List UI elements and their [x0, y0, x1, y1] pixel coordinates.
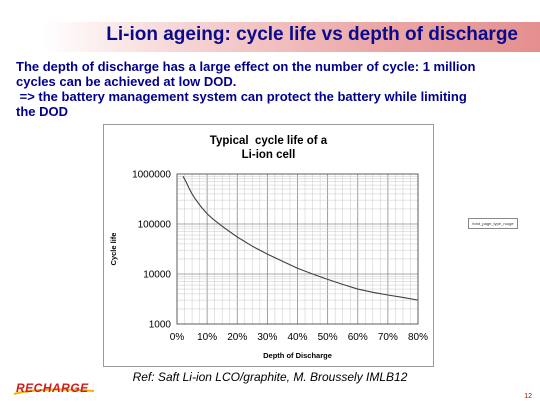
intro-line: The depth of discharge has a large effec…	[16, 59, 476, 74]
y-tick-label: 1000000	[132, 170, 171, 181]
title-band	[0, 22, 540, 52]
x-axis-label: Depth of Discharge	[263, 351, 332, 360]
cycle-life-chart: 0% 10% 20% 30% 40% 50% 60% 70% 80% 1000 10000 10000…	[109, 170, 428, 361]
series-line	[182, 176, 419, 301]
x-tick-label: 20%	[227, 332, 247, 343]
y-tick-label: 10000	[143, 270, 171, 281]
chart-title-line: Li-ion cell	[241, 149, 296, 161]
intro-line: the DOD	[16, 104, 68, 119]
y-tick-label: 1000	[149, 320, 172, 331]
x-tick-label: 60%	[348, 332, 368, 343]
intro-line: => the battery management system can pro…	[16, 89, 467, 104]
x-tick-label: 0%	[170, 332, 185, 343]
page-number: 12	[524, 393, 532, 400]
intro-text: The depth of discharge has a large effec…	[16, 59, 521, 119]
x-tick-label: 30%	[257, 332, 277, 343]
side-tag: fond_page_type_rouge	[468, 218, 518, 229]
x-tick-label: 50%	[318, 332, 338, 343]
slide-title: Li-ion ageing: cycle life vs depth of di…	[106, 24, 518, 45]
y-axis-label: Cycle life	[109, 233, 118, 266]
chart-frame: Typical cycle life of a Li-ion cell 0% 10…	[103, 124, 434, 367]
chart-title-line: Typical cycle life of a	[209, 135, 328, 147]
x-tick-label: 40%	[287, 332, 307, 343]
recharge-logo-swoosh	[13, 388, 95, 395]
x-tick-label: 80%	[408, 332, 428, 343]
x-tick-label: 70%	[378, 332, 398, 343]
intro-line: cycles can be achieved at low DOD.	[16, 74, 237, 89]
x-tick-label: 10%	[197, 332, 217, 343]
reference-text: Ref: Saft Li-ion LCO/graphite, M. Brouss…	[132, 370, 408, 384]
plot-area-border	[176, 173, 419, 325]
chart-title: Typical cycle life of a Li-ion cell	[104, 134, 433, 162]
y-tick-label: 100000	[138, 220, 172, 231]
recharge-logo: RECHARGE	[16, 381, 89, 395]
